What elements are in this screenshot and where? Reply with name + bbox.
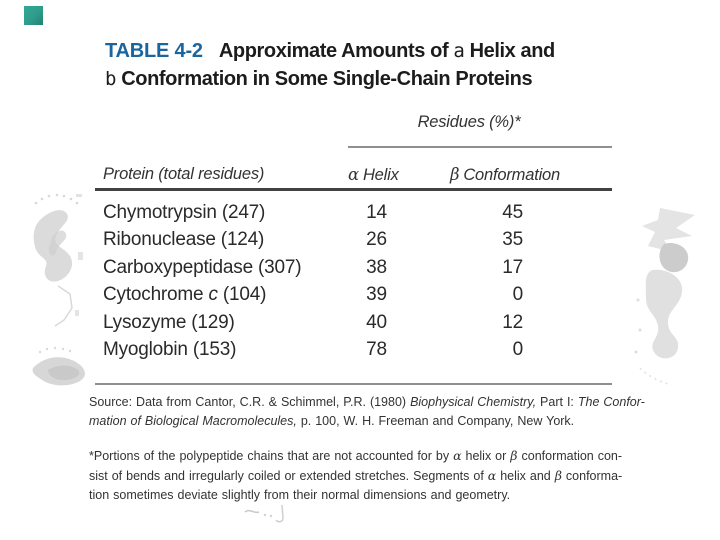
table-row: Carboxypeptidase (307) 38 17 <box>95 254 612 282</box>
watermark-dots-left-lower <box>38 346 72 354</box>
protein-cell: Lysozyme (129) <box>103 311 235 333</box>
note-line: *Portions of the polypeptide chains that… <box>89 448 623 463</box>
watermark-dots-left <box>34 193 79 205</box>
watermark-bottom-squiggle <box>244 509 260 514</box>
column-header-protein: Protein (total residues) <box>103 165 265 183</box>
table-title-line1: TABLE 4-2 Approximate Amounts of a Helix … <box>105 40 555 63</box>
title-text-2: Helix and <box>464 40 556 62</box>
title-text-1: Approximate Amounts of <box>218 40 454 62</box>
beta-conformation-value: 0 <box>512 339 524 361</box>
table-row: Cytochrome c (104) 39 0 <box>95 282 612 310</box>
alpha-symbol: α <box>348 165 359 184</box>
footnote: *Portions of the polypeptide chains that… <box>89 446 637 505</box>
alpha-helix-value: 40 <box>366 311 387 333</box>
alpha-helix-value: 78 <box>366 339 387 361</box>
table-row: Chymotrypsin (247) 14 45 <box>95 199 612 227</box>
header-rule <box>95 188 612 191</box>
alpha-helix-value: 26 <box>366 229 387 251</box>
alpha-helix-value: 39 <box>366 284 387 306</box>
protein-cell: Ribonuclease (124) <box>103 229 265 251</box>
table-row: Lysozyme (129) 40 12 <box>95 309 612 337</box>
beta-conformation-value: 45 <box>502 201 523 223</box>
table-label: TABLE 4-2 <box>105 40 203 62</box>
alpha-helix-value: 14 <box>366 201 387 223</box>
table-rows: Chymotrypsin (247) 14 45 Ribonuclease (124)… <box>95 199 612 364</box>
protein-cell: Carboxypeptidase (307) <box>103 256 302 278</box>
table-title-line2: b Conformation in Some Single-Chain Prot… <box>105 68 533 91</box>
alpha-placeholder-char: a <box>453 40 465 62</box>
note-line: Source: Data from Cantor, C.R. & Schimme… <box>89 395 645 409</box>
beta-placeholder-char: b <box>105 68 117 90</box>
protein-cell: Myoglobin (153) <box>103 339 237 361</box>
table-row: Myoglobin (153) 78 0 <box>95 337 612 365</box>
note-line: sist of bends and irregularly coiled or … <box>89 468 623 483</box>
protein-cell: Cytochrome c (104) <box>103 284 267 306</box>
title-text-3: Conformation in Some Single-Chain Protei… <box>116 68 533 90</box>
watermark-right-body <box>645 269 683 359</box>
beta-conformation-value: 0 <box>512 284 524 306</box>
note-line: tion sometimes deviate slightly from the… <box>89 488 511 502</box>
alpha-helix-value: 38 <box>366 256 387 278</box>
column-header-beta-conformation: β Conformation <box>450 165 560 184</box>
note-line: mation of Biological Macromolecules, p. … <box>89 414 575 428</box>
beta-conformation-value: 35 <box>502 229 523 251</box>
residues-spanner-header: Residues (%)* <box>417 113 521 131</box>
beta-conformation-value: 17 <box>502 256 523 278</box>
spanner-rule <box>348 146 612 148</box>
column-header-alpha-helix: α Helix <box>348 165 399 184</box>
corner-accent-square <box>24 6 43 25</box>
watermark-right-wing <box>642 208 695 252</box>
table-row: Ribonuclease (124) 26 35 <box>95 227 612 255</box>
beta-conformation-value: 12 <box>502 311 523 333</box>
beta-symbol: β <box>450 165 460 184</box>
source-note: Source: Data from Cantor, C.R. & Schimme… <box>89 393 645 431</box>
protein-cell: Chymotrypsin (247) <box>103 201 266 223</box>
bottom-rule <box>95 383 612 385</box>
